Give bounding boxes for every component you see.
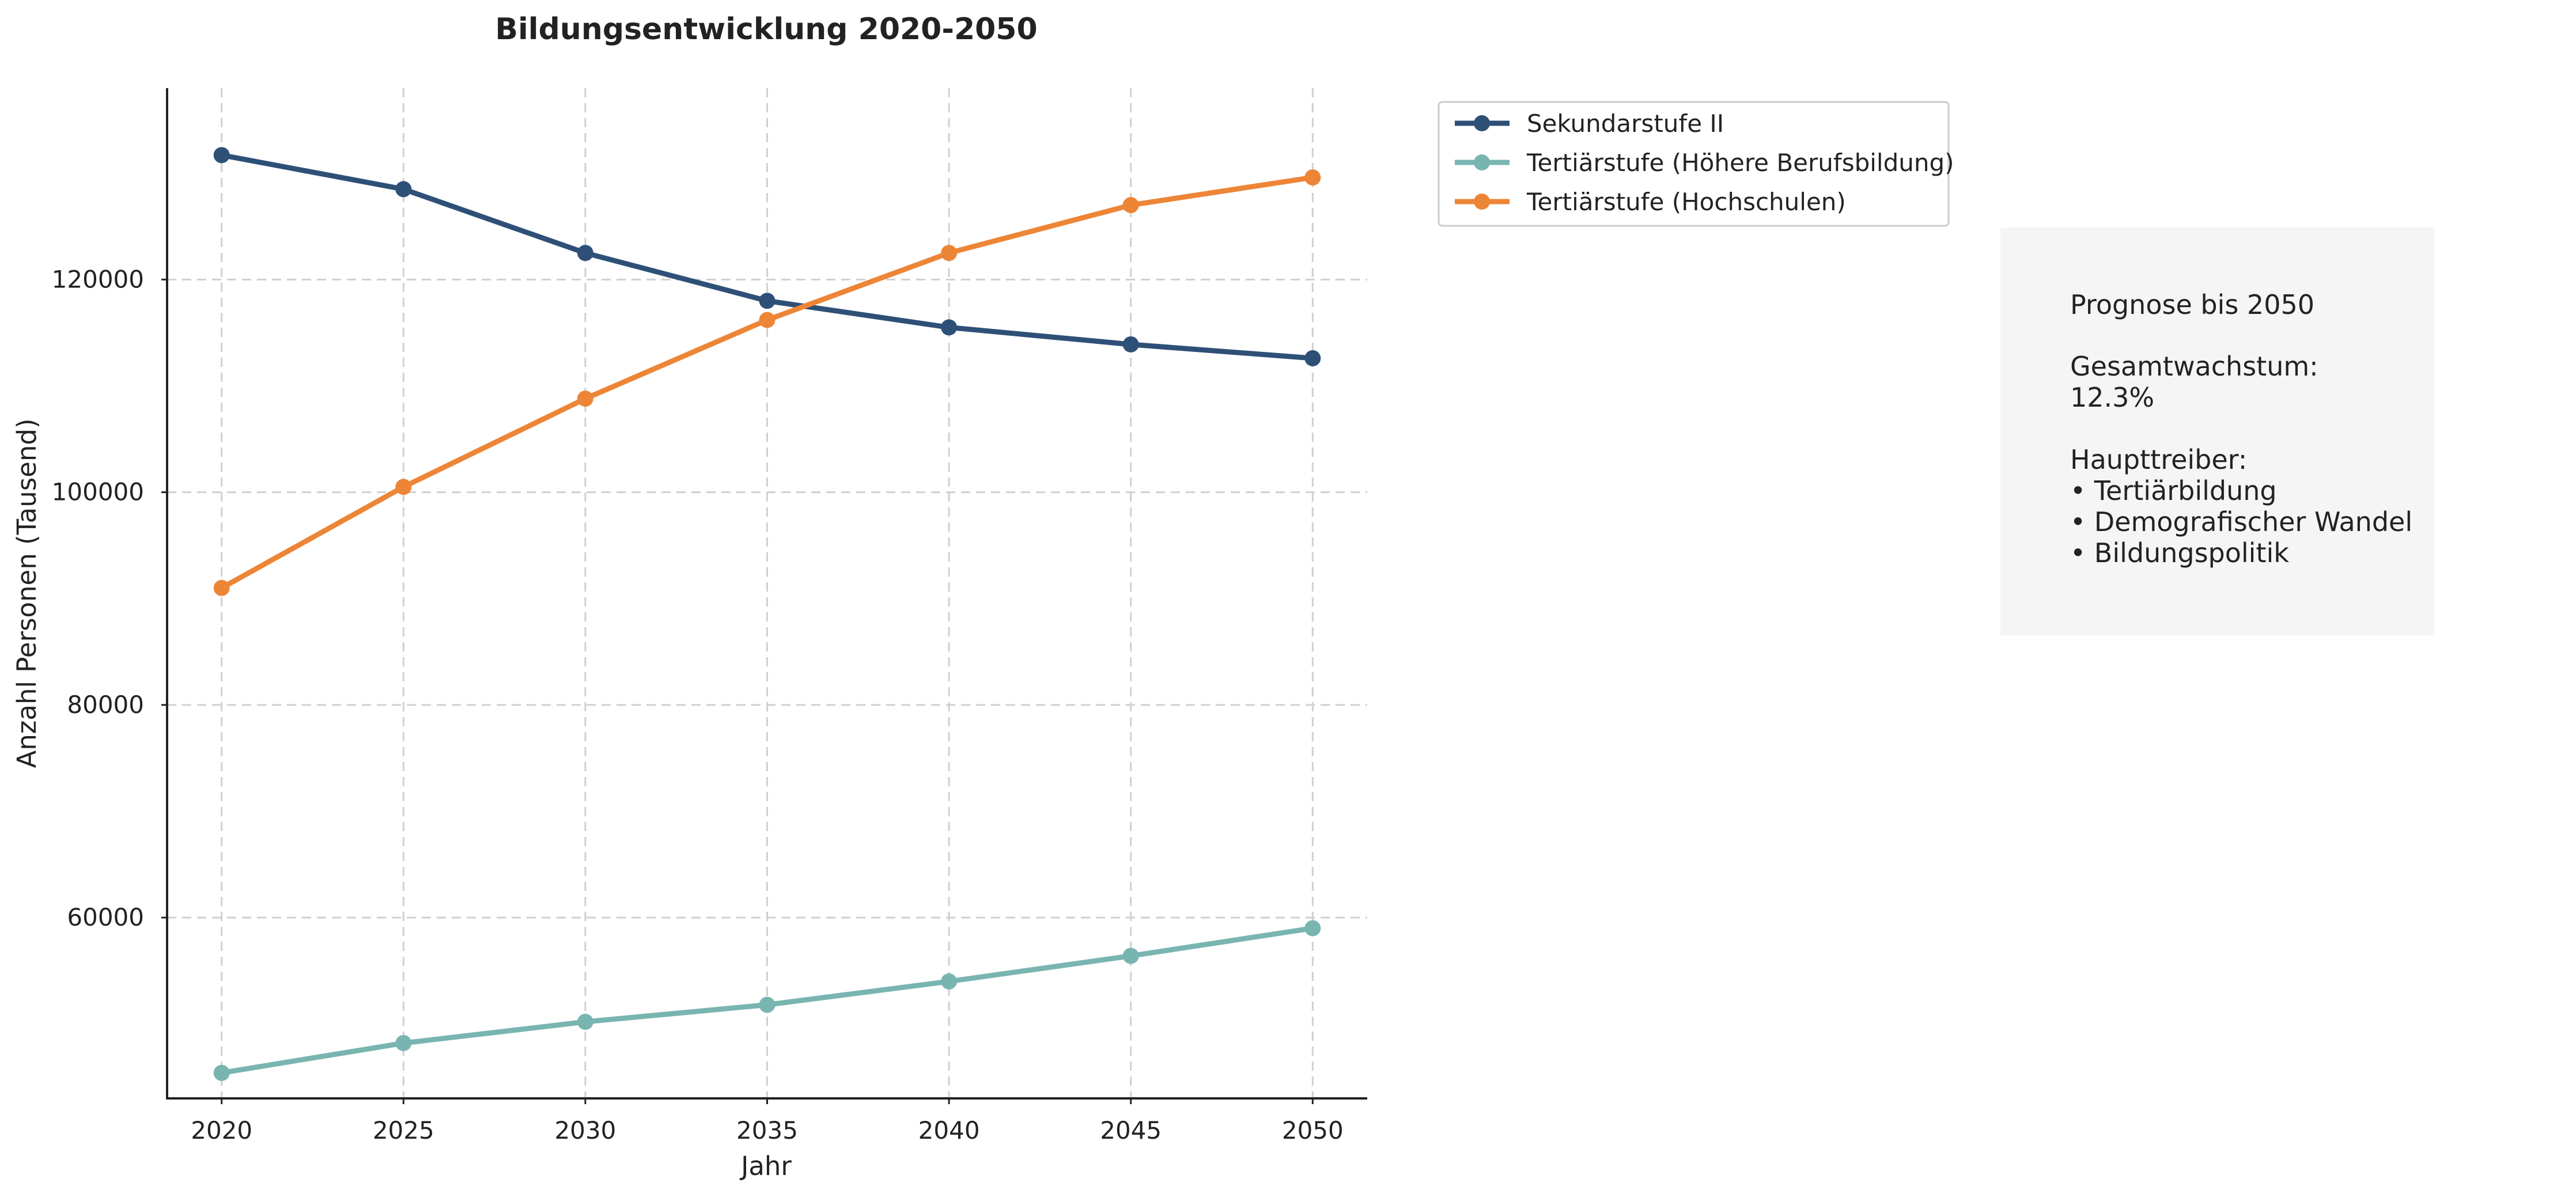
series-group — [213, 920, 1321, 1081]
info-driver-item: • Bildungspolitik — [2070, 537, 2289, 568]
legend-label: Tertiärstufe (Hochschulen) — [1526, 188, 1846, 216]
data-point — [941, 973, 958, 990]
legend-items: Sekundarstufe II Tertiärstufe (Höhere Ber… — [1455, 109, 1954, 216]
x-ticks: 2020 2025 2030 2035 2040 2045 2050 — [191, 1098, 1344, 1144]
info-drivers-label: Haupttreiber: — [2070, 444, 2247, 475]
data-point — [759, 312, 776, 328]
x-tick-label: 2030 — [554, 1116, 616, 1144]
legend-item: Tertiärstufe (Hochschulen) — [1455, 188, 1846, 216]
x-tick-label: 2035 — [736, 1116, 798, 1144]
data-point — [395, 181, 412, 198]
x-tick-label: 2025 — [373, 1116, 434, 1144]
legend-label: Sekundarstufe II — [1527, 109, 1724, 138]
data-point — [213, 579, 230, 596]
data-point — [759, 293, 776, 309]
data-point — [1122, 336, 1139, 352]
legend-item: Tertiärstufe (Höhere Berufsbildung) — [1455, 149, 1954, 177]
data-point — [1304, 920, 1321, 937]
series-layer — [213, 147, 1321, 1081]
info-box: Prognose bis 2050 Gesamtwachstum: 12.3% … — [2000, 228, 2435, 635]
data-point — [1122, 947, 1139, 964]
y-tick-label: 60000 — [67, 903, 144, 931]
info-growth-value: 12.3% — [2070, 382, 2154, 413]
legend-swatch-marker — [1474, 194, 1490, 210]
x-tick-label: 2040 — [918, 1116, 980, 1144]
legend-label: Tertiärstufe (Höhere Berufsbildung) — [1526, 149, 1954, 177]
data-point — [213, 1064, 230, 1081]
data-point — [213, 147, 230, 164]
legend-frame — [1438, 101, 1950, 227]
data-point — [1304, 350, 1321, 366]
data-point — [759, 996, 776, 1013]
series-group — [213, 169, 1321, 596]
x-tick-label: 2050 — [1282, 1116, 1344, 1144]
y-tick-label: 120000 — [52, 265, 144, 293]
x-tick-label: 2020 — [191, 1116, 252, 1144]
y-ticks: 60000 80000 100000 120000 — [52, 265, 167, 931]
data-point — [577, 245, 593, 261]
legend: Sekundarstufe II Tertiärstufe (Höhere Ber… — [1438, 101, 1954, 227]
legend-swatch-marker — [1474, 115, 1490, 131]
data-point — [577, 391, 593, 407]
legend-swatch-marker — [1474, 154, 1490, 170]
y-tick-label: 100000 — [52, 478, 144, 506]
legend-item: Sekundarstufe II — [1455, 109, 1724, 138]
data-point — [1304, 169, 1321, 186]
info-driver-item: • Demografischer Wandel — [2070, 506, 2412, 537]
y-axis-label: Anzahl Personen (Tausend) — [12, 418, 42, 768]
x-axis-label: Jahr — [739, 1151, 792, 1181]
info-heading: Prognose bis 2050 — [2070, 289, 2314, 320]
data-point — [1122, 197, 1139, 214]
data-point — [395, 1034, 412, 1051]
info-driver-item: • Tertiärbildung — [2070, 475, 2277, 506]
chart-title: Bildungsentwicklung 2020-2050 — [495, 12, 1037, 47]
series-group — [213, 147, 1321, 366]
data-point — [941, 245, 958, 261]
info-box-background — [2000, 228, 2435, 635]
data-point — [941, 319, 958, 336]
data-point — [577, 1014, 593, 1030]
info-growth-label: Gesamtwachstum: — [2070, 351, 2318, 382]
data-point — [395, 479, 412, 495]
x-tick-label: 2045 — [1100, 1116, 1162, 1144]
y-tick-label: 80000 — [67, 691, 144, 719]
